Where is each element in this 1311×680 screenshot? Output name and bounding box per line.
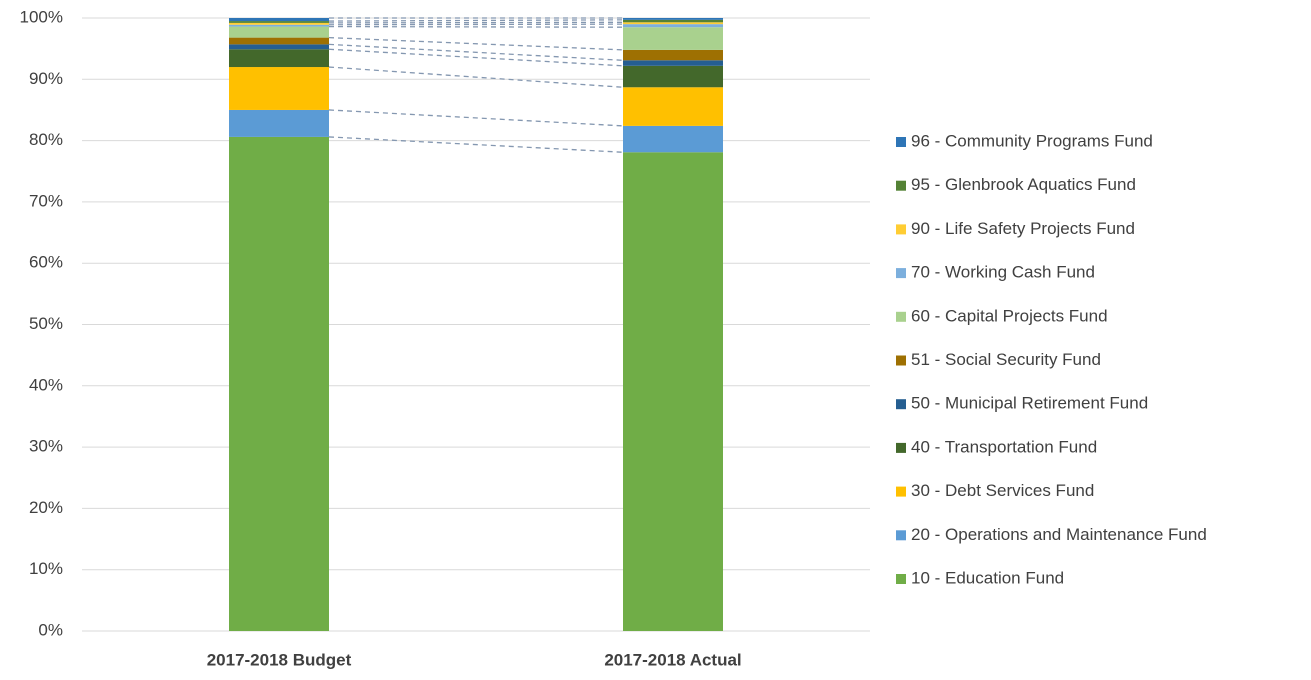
legend-swatch — [896, 268, 906, 279]
legend-swatch — [896, 311, 906, 322]
series-connector — [328, 23, 624, 26]
series-connector — [328, 21, 624, 24]
legend-label: 40 - Transportation Fund — [911, 437, 1097, 456]
y-tick-label: 0% — [38, 620, 63, 639]
legend-swatch — [896, 137, 906, 147]
y-tick-label: 40% — [29, 375, 63, 394]
y-tick-label: 80% — [29, 130, 63, 149]
bar-segment — [229, 22, 329, 25]
series-connector — [328, 25, 624, 28]
legend-swatch — [896, 399, 906, 410]
y-tick-label: 70% — [29, 191, 63, 210]
bar-segment — [229, 21, 329, 23]
legend-label: 10 - Education Fund — [911, 568, 1064, 587]
y-tick-label: 20% — [29, 498, 63, 517]
y-tick-label: 10% — [29, 559, 63, 578]
legend-label: 51 - Social Security Fund — [911, 350, 1101, 369]
legend-swatch — [896, 355, 906, 366]
legend-label: 96 - Community Programs Fund — [911, 131, 1153, 150]
y-tick-label: 90% — [29, 69, 63, 88]
bar-segment — [229, 44, 329, 50]
x-tick-label: 2017-2018 Budget — [207, 650, 352, 669]
y-tick-label: 100% — [20, 7, 63, 26]
bar-segment — [623, 87, 723, 126]
bar-segment — [623, 152, 723, 631]
series-connector — [328, 36, 624, 51]
bar-segment — [623, 27, 723, 50]
bar-segment — [229, 109, 329, 137]
series-connector — [328, 43, 624, 61]
series-connector — [328, 48, 624, 67]
legend-label: 70 - Working Cash Fund — [911, 263, 1095, 282]
series-connector — [328, 19, 624, 22]
legend-label: 20 - Operations and Maintenance Fund — [911, 525, 1207, 544]
x-tick-label: 2017-2018 Actual — [604, 650, 741, 669]
series-connector — [328, 66, 624, 88]
bar-segment — [229, 37, 329, 45]
y-tick-label: 60% — [29, 253, 63, 272]
bar-segment — [229, 49, 329, 68]
y-tick-label: 30% — [29, 437, 63, 456]
bar-segment — [229, 136, 329, 631]
bar-segment — [623, 19, 723, 23]
bar-segment — [229, 24, 329, 27]
bar-segment — [623, 22, 723, 25]
legend-swatch — [896, 442, 906, 453]
series-connector — [328, 136, 624, 153]
bar-segment — [623, 125, 723, 153]
bar-segment — [229, 67, 329, 110]
series-connector — [328, 109, 624, 127]
legend-label: 95 - Glenbrook Aquatics Fund — [911, 175, 1136, 194]
legend-label: 60 - Capital Projects Fund — [911, 306, 1108, 325]
legend-swatch — [896, 224, 906, 235]
legend-swatch — [896, 180, 906, 191]
bar-segment — [623, 60, 723, 66]
bar-segment — [623, 18, 723, 20]
legend-label: 90 - Life Safety Projects Fund — [911, 219, 1135, 238]
legend-label: 30 - Debt Services Fund — [911, 481, 1094, 500]
bar-segment — [229, 18, 329, 22]
bar-segment — [623, 65, 723, 88]
legend-swatch — [896, 486, 906, 497]
bar-segment — [623, 49, 723, 61]
bar-segment — [623, 24, 723, 28]
y-tick-label: 50% — [29, 314, 63, 333]
bar-segment — [229, 26, 329, 38]
legend-swatch — [896, 574, 906, 584]
legend-label: 50 - Municipal Retirement Fund — [911, 394, 1148, 413]
legend-swatch — [896, 530, 906, 541]
